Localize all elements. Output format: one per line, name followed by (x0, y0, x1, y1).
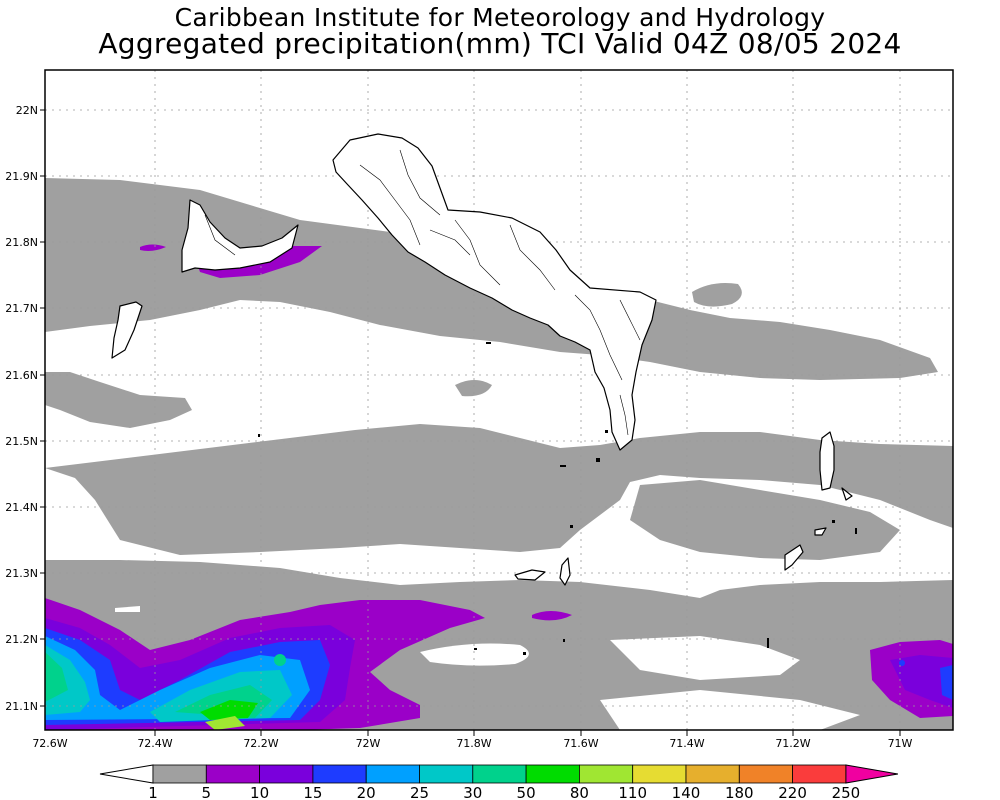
colorbar-label: 5 (202, 784, 212, 800)
lon-tick-labels: 72.6W 72.4W 72.2W 72W 71.8W 71.6W 71.4W … (32, 737, 912, 750)
dry-gap-1 (420, 643, 529, 666)
colorbar-segment (259, 764, 314, 784)
colorbar-label: 15 (303, 784, 322, 800)
lon-tick-label: 71.4W (669, 737, 704, 750)
colorbar-label: 140 (672, 784, 701, 800)
island-detail-lines (204, 149, 641, 436)
island-cay-1 (514, 569, 546, 581)
colorbar-label: 30 (463, 784, 482, 800)
lon-tick-label: 71.8W (456, 737, 491, 750)
dry-gap-3 (600, 690, 860, 730)
lat-tick-label: 21.3N (5, 567, 38, 580)
lon-tick-label: 72.4W (137, 737, 172, 750)
precip-10-15-east (890, 655, 953, 708)
lat-tick-label: 21.1N (5, 700, 38, 713)
chart-title-line2: Aggregated precipitation(mm) TCI Valid 0… (98, 27, 902, 60)
colorbar-label: 50 (517, 784, 536, 800)
island-salt-cay (784, 544, 804, 571)
colorbar-label: 110 (618, 784, 647, 800)
precip-spot-west (140, 244, 166, 251)
colorbar-segment (472, 764, 527, 784)
precip-spot-south (532, 611, 572, 621)
colorbar-segment (792, 764, 847, 784)
colorbar-under-arrow (99, 764, 154, 784)
lat-tick-label: 21.6N (5, 369, 38, 382)
lat-tick-labels: 22N 21.9N 21.8N 21.7N 21.6N 21.5N 21.4N … (5, 104, 38, 713)
small-cays (258, 342, 857, 655)
lon-tick-label: 72.2W (243, 737, 278, 750)
precip-50-80-sw (200, 700, 258, 720)
precip-30-50-sw (45, 652, 272, 718)
colorbar-label: 250 (832, 784, 861, 800)
colorbar-segment (685, 764, 740, 784)
gridlines (45, 70, 953, 730)
colorbar-segment (579, 764, 634, 784)
lon-tick-label: 71.6W (563, 737, 598, 750)
colorbar-label: 220 (778, 784, 807, 800)
lat-tick-label: 22N (16, 104, 38, 117)
colorbar-segment (419, 764, 474, 784)
island-cay-3 (814, 527, 827, 536)
colorbar-segment (632, 764, 687, 784)
precip-10-15-spot (274, 654, 286, 666)
colorbar-segment (525, 764, 580, 784)
colorbar-label: 80 (570, 784, 589, 800)
island-grand-turk (819, 431, 835, 491)
colorbar-segment (152, 764, 207, 784)
colorbar-segment (738, 764, 793, 784)
lat-tick-label: 21.2N (5, 633, 38, 646)
precip-blob-ne (692, 283, 742, 307)
island-caicos-main (332, 133, 657, 451)
lat-tick-label: 21.8N (5, 236, 38, 249)
lon-tick-label: 72.6W (32, 737, 67, 750)
lon-tick-label: 71W (888, 737, 913, 750)
lat-tick-label: 21.5N (5, 435, 38, 448)
island-cay-2 (559, 557, 571, 586)
precip-15-20-east (940, 665, 953, 700)
colorbar-label: 10 (250, 784, 269, 800)
lon-tick-label: 72W (356, 737, 381, 750)
colorbar-label: 180 (725, 784, 754, 800)
dry-gap-4 (115, 606, 140, 612)
plot-frame (44, 69, 954, 731)
island-providenciales (181, 199, 299, 273)
colorbar-segment (365, 764, 420, 784)
island-west-caicos (111, 301, 143, 359)
colorbar-segment (205, 764, 261, 784)
lat-tick-label: 21.7N (5, 302, 38, 315)
lon-tick-label: 71.2W (775, 737, 810, 750)
precip-blob-small (455, 380, 492, 397)
lat-tick-label: 21.9N (5, 170, 38, 183)
tick-marks (40, 109, 901, 736)
island-outlines (111, 133, 853, 586)
precip-band-middle (45, 424, 953, 555)
island-cay-4 (841, 487, 853, 501)
lat-tick-label: 21.4N (5, 501, 38, 514)
colorbar-label: 20 (357, 784, 376, 800)
precip-spot-east-blue (899, 660, 905, 666)
colorbar-over-arrow (845, 764, 898, 784)
colorbar-label: 1 (148, 784, 158, 800)
precip-blob-east (630, 480, 900, 560)
chart-title-line1: Caribbean Institute for Meteorology and … (174, 3, 826, 32)
precip-80-110-sw (205, 716, 245, 730)
dry-gap-2 (610, 636, 800, 680)
colorbar-segment (312, 764, 367, 784)
colorbar-label: 25 (410, 784, 429, 800)
colorbar: 1 5 10 15 20 25 30 50 80 110 140 180 220 250 (99, 764, 898, 800)
